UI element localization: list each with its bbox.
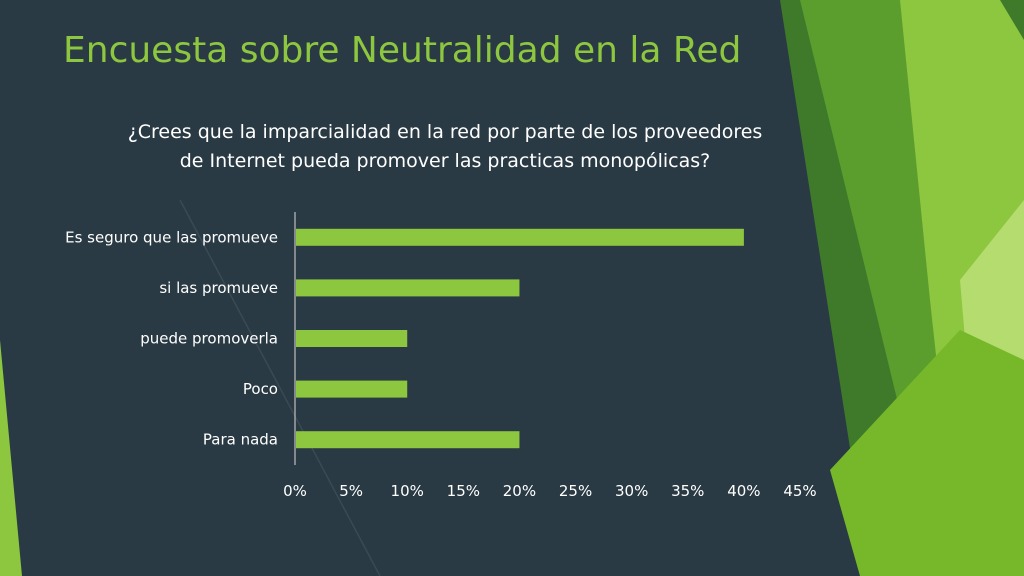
x-tick-label: 15% [447, 482, 480, 500]
x-tick-label: 5% [339, 482, 363, 500]
bg-line [179, 199, 381, 576]
x-tick-label: 35% [671, 482, 704, 500]
bg-shape-right-bottom [830, 330, 1024, 576]
category-label: Para nada [203, 431, 278, 449]
slide-title: Encuesta sobre Neutralidad en la Red [63, 30, 742, 71]
category-label: puede promoverla [140, 330, 278, 348]
chart-question: ¿Crees que la imparcialidad en la red po… [127, 121, 763, 172]
category-label: Es seguro que las promueve [65, 228, 278, 246]
x-tick-label: 40% [727, 482, 760, 500]
category-labels-group: Es seguro que las promueve si las promuev… [65, 228, 278, 448]
tick-labels-group: 0% 5% 10% 15% 20% 25% 30% 35% 40% 45% [283, 482, 817, 500]
x-tick-label: 0% [283, 482, 307, 500]
bars-group [296, 228, 744, 449]
x-tick-label: 20% [503, 482, 536, 500]
x-tick-label: 25% [559, 482, 592, 500]
x-tick-label: 30% [615, 482, 648, 500]
bar-1 [296, 279, 520, 297]
bar-0 [296, 228, 744, 246]
bar-4 [296, 431, 520, 449]
x-tick-label: 10% [391, 482, 424, 500]
bg-shape-left-stripe [0, 340, 22, 576]
bar-3 [296, 380, 408, 398]
bar-2 [296, 330, 408, 347]
category-label: Poco [243, 380, 278, 398]
x-tick-label: 45% [783, 482, 816, 500]
category-label: si las promueve [159, 279, 278, 297]
